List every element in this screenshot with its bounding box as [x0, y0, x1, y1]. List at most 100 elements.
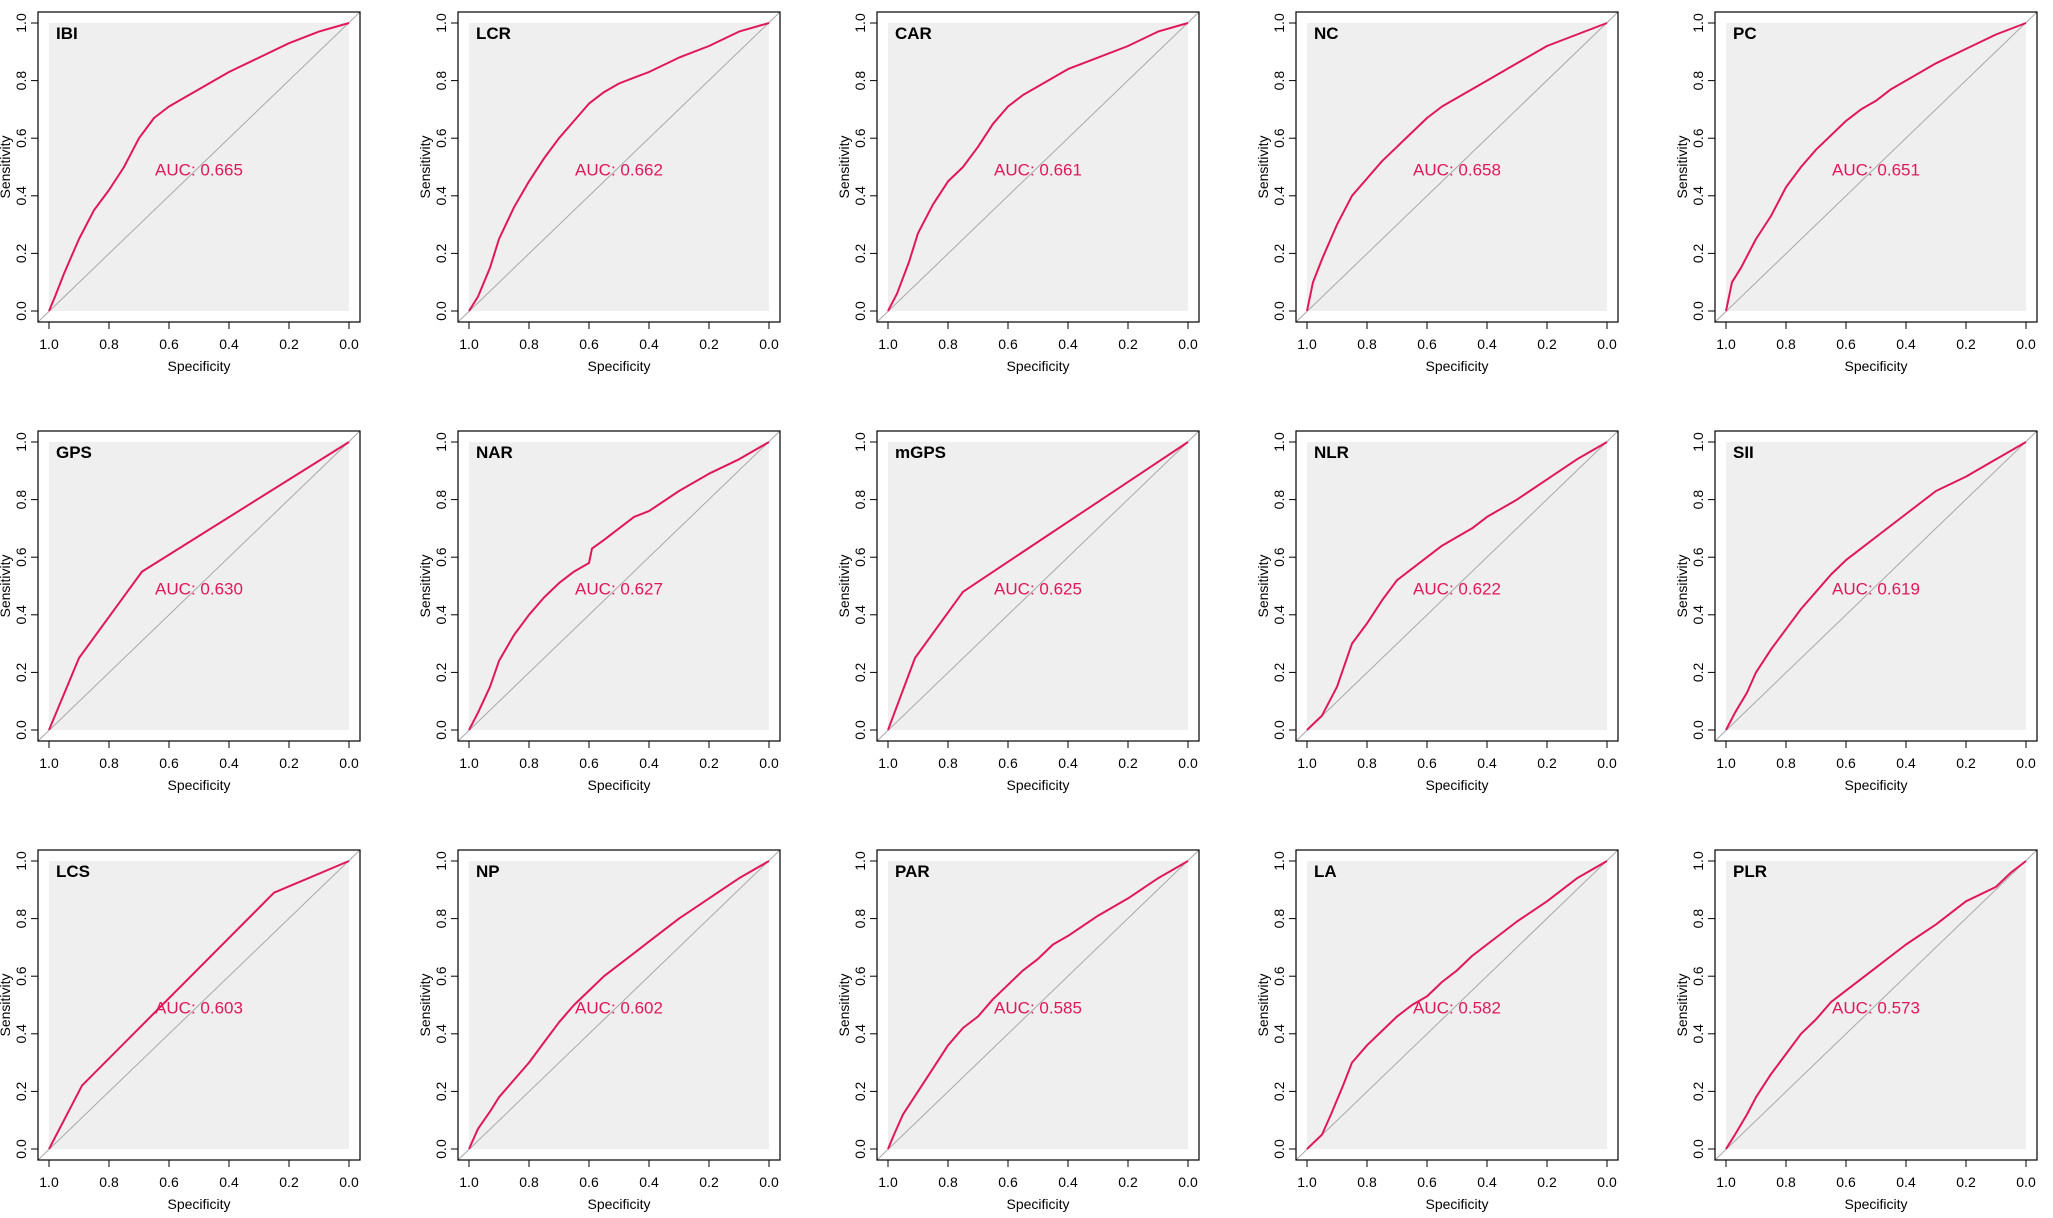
auc-label: AUC: 0.625 — [994, 580, 1082, 599]
y-axis-label: Sensitivity — [0, 554, 13, 617]
x-tick-label: 0.8 — [1357, 1174, 1377, 1190]
reference-diagonal — [1295, 430, 1619, 742]
x-tick-label: 0.2 — [699, 755, 719, 771]
roc-curve — [1725, 441, 2027, 731]
panel-title: GPS — [56, 443, 92, 462]
y-tick-label: 1.0 — [852, 13, 868, 33]
x-tick-label: 1.0 — [878, 1174, 898, 1190]
roc-panel-par: PAR AUC: 0.585 1.0 0.8 0.6 0.4 0.2 0.0 Specifici… — [836, 849, 1200, 1212]
x-axis-label: Specificity — [1006, 1196, 1069, 1212]
x-tick-label: 0.4 — [1477, 336, 1497, 352]
x-tick-label: 0.2 — [1537, 1174, 1557, 1190]
auc-label: AUC: 0.630 — [155, 580, 243, 599]
auc-label: AUC: 0.622 — [1413, 580, 1501, 599]
plot-frame — [876, 11, 1200, 323]
y-tick-label: 0.6 — [1690, 128, 1706, 148]
y-tick-label: 0.8 — [1271, 71, 1287, 91]
y-tick-label: 0.4 — [13, 605, 29, 625]
roc-curve — [1725, 860, 2027, 1150]
y-tick-label: 1.0 — [852, 432, 868, 452]
y-axis-label: Sensitivity — [1674, 554, 1690, 617]
roc-curve — [1306, 22, 1608, 312]
x-tick-label: 0.2 — [1118, 755, 1138, 771]
y-axis-label: Sensitivity — [417, 135, 433, 198]
x-axis-label: Specificity — [1844, 358, 1907, 374]
x-axis-label: Specificity — [1006, 777, 1069, 793]
roc-panel-ibi: IBI AUC: 0.665 1.0 0.8 0.6 0.4 0.2 0.0 Specifici… — [0, 11, 361, 374]
x-tick-label: 0.0 — [339, 755, 359, 771]
panel-title: SII — [1733, 443, 1754, 462]
x-tick-label: 0.6 — [579, 336, 599, 352]
x-tick-label: 0.0 — [1178, 755, 1198, 771]
x-tick-label: 0.6 — [1836, 755, 1856, 771]
y-tick-label: 0.6 — [433, 966, 449, 986]
reference-diagonal — [876, 11, 1200, 323]
y-tick-label: 0.0 — [13, 720, 29, 740]
x-axis-label: Specificity — [1425, 777, 1488, 793]
x-tick-label: 0.6 — [579, 1174, 599, 1190]
y-tick-label: 0.8 — [1690, 490, 1706, 510]
y-axis-label: Sensitivity — [836, 554, 852, 617]
y-tick-label: 0.2 — [13, 1081, 29, 1101]
x-tick-label: 0.6 — [579, 755, 599, 771]
x-tick-label: 1.0 — [39, 755, 59, 771]
x-tick-label: 0.0 — [2016, 1174, 2036, 1190]
y-tick-label: 0.4 — [1271, 186, 1287, 206]
x-tick-label: 1.0 — [39, 1174, 59, 1190]
y-tick-label: 1.0 — [1690, 13, 1706, 33]
y-axis-label: Sensitivity — [1255, 135, 1271, 198]
roc-curve — [468, 860, 770, 1150]
x-tick-label: 0.0 — [759, 336, 779, 352]
x-tick-label: 0.6 — [1417, 336, 1437, 352]
x-tick-label: 1.0 — [1716, 755, 1736, 771]
x-tick-label: 0.8 — [1357, 336, 1377, 352]
plot-frame — [37, 849, 361, 1161]
y-axis-label: Sensitivity — [1255, 554, 1271, 617]
y-tick-label: 1.0 — [13, 13, 29, 33]
y-tick-label: 1.0 — [1690, 851, 1706, 871]
panel-title: PLR — [1733, 862, 1767, 881]
y-tick-label: 0.6 — [13, 128, 29, 148]
y-tick-label: 0.0 — [852, 1139, 868, 1159]
y-tick-label: 1.0 — [1271, 432, 1287, 452]
auc-label: AUC: 0.602 — [575, 999, 663, 1018]
y-tick-label: 0.2 — [13, 662, 29, 682]
y-tick-label: 0.6 — [1271, 966, 1287, 986]
auc-label: AUC: 0.585 — [994, 999, 1082, 1018]
y-tick-label: 0.0 — [433, 301, 449, 321]
x-tick-label: 0.4 — [1896, 336, 1916, 352]
roc-curve — [1306, 441, 1608, 731]
x-tick-label: 0.2 — [699, 336, 719, 352]
x-tick-label: 0.6 — [1417, 755, 1437, 771]
x-tick-label: 0.8 — [99, 1174, 119, 1190]
x-tick-label: 0.4 — [639, 1174, 659, 1190]
x-tick-label: 0.8 — [938, 755, 958, 771]
y-tick-label: 0.4 — [1690, 605, 1706, 625]
y-tick-label: 0.0 — [852, 301, 868, 321]
panel-title: NP — [476, 862, 500, 881]
roc-panel-lcs: LCS AUC: 0.603 1.0 0.8 0.6 0.4 0.2 0.0 Specifici… — [0, 849, 361, 1212]
panel-title: IBI — [56, 24, 78, 43]
y-tick-label: 0.8 — [852, 490, 868, 510]
x-tick-label: 0.0 — [339, 336, 359, 352]
roc-panel-nar: NAR AUC: 0.627 1.0 0.8 0.6 0.4 0.2 0.0 Specifici… — [417, 430, 781, 793]
x-tick-label: 0.0 — [339, 1174, 359, 1190]
x-tick-label: 0.2 — [1537, 755, 1557, 771]
panel-title: NC — [1314, 24, 1339, 43]
y-tick-label: 0.2 — [1271, 1081, 1287, 1101]
auc-label: AUC: 0.651 — [1832, 161, 1920, 180]
roc-curve — [48, 441, 350, 731]
y-tick-label: 0.6 — [433, 128, 449, 148]
roc-panel-la: LA AUC: 0.582 1.0 0.8 0.6 0.4 0.2 0.0 Specificit… — [1255, 849, 1619, 1212]
y-tick-label: 0.6 — [433, 547, 449, 567]
x-tick-label: 1.0 — [1297, 755, 1317, 771]
roc-curve — [468, 441, 770, 731]
y-tick-label: 0.8 — [433, 71, 449, 91]
roc-panel-sii: SII AUC: 0.619 1.0 0.8 0.6 0.4 0.2 0.0 Specifici… — [1674, 430, 2038, 793]
y-tick-label: 0.4 — [433, 1024, 449, 1044]
x-tick-label: 0.8 — [1357, 755, 1377, 771]
x-tick-label: 0.4 — [1896, 755, 1916, 771]
plot-frame — [1714, 11, 2038, 323]
y-axis-label: Sensitivity — [417, 554, 433, 617]
